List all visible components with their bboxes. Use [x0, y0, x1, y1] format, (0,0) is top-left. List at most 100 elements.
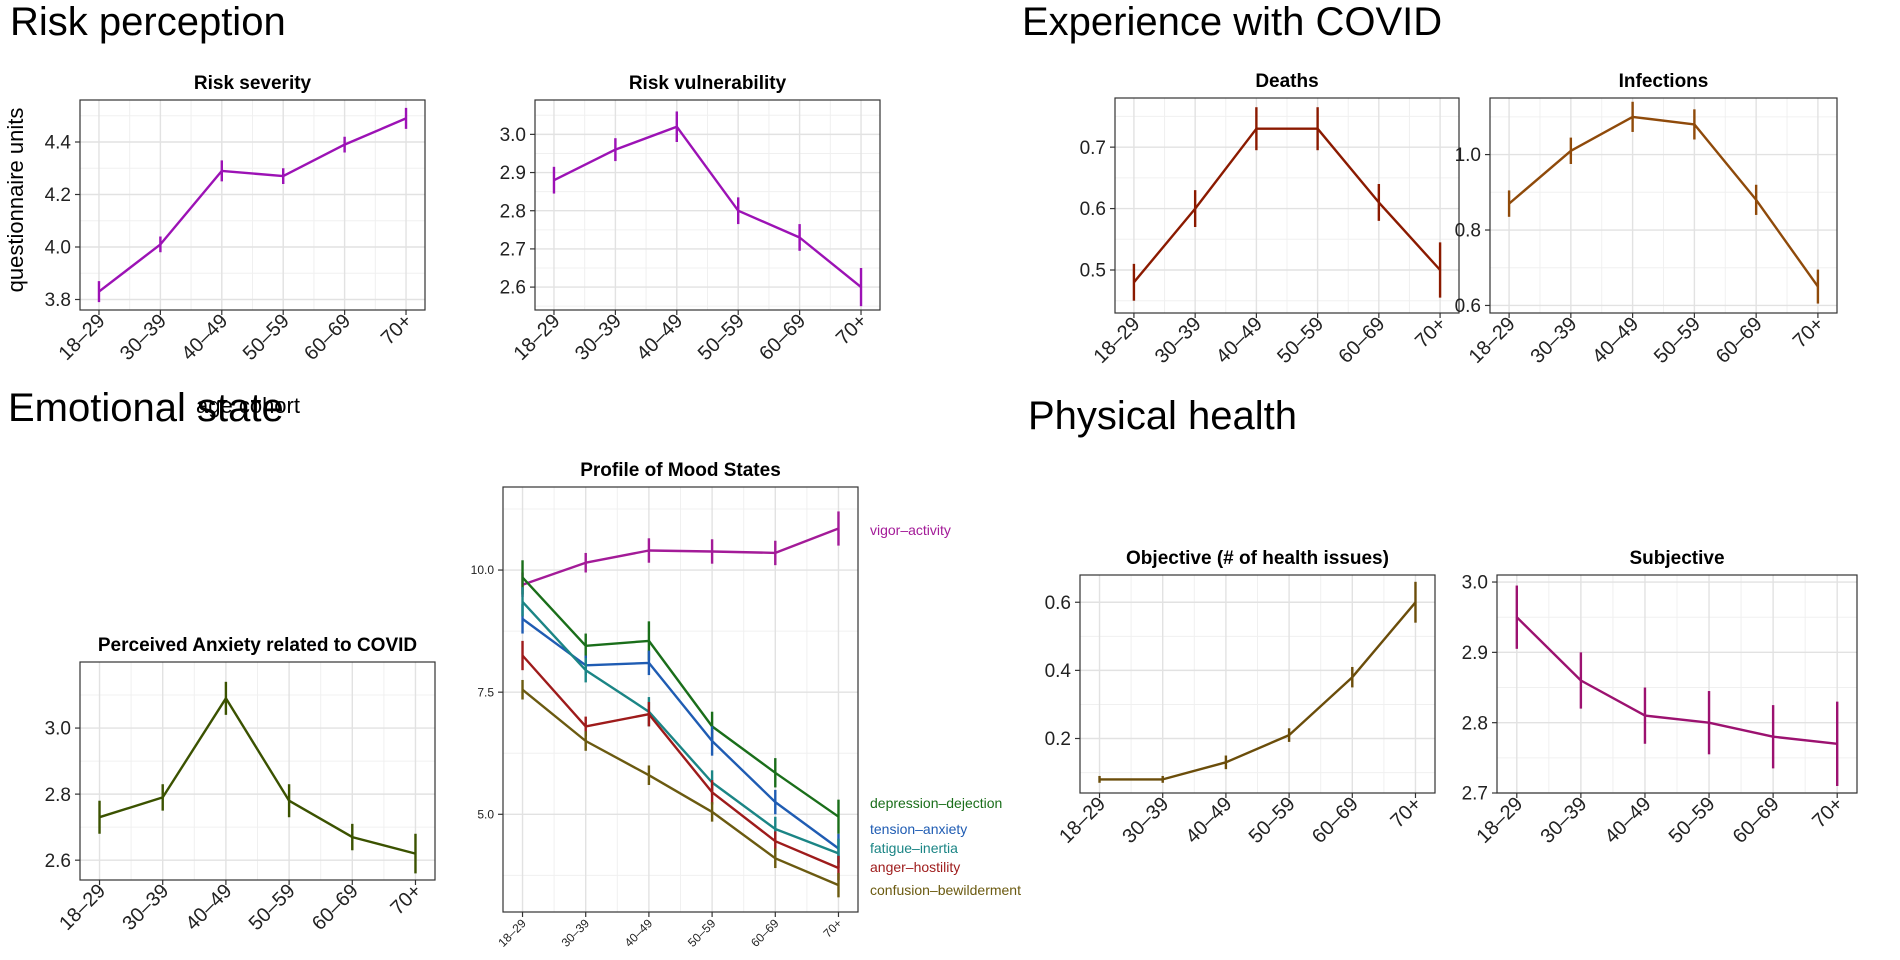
y-tick-label: 0.8: [1455, 221, 1481, 242]
x-tick-label: 30–39: [1151, 313, 1206, 368]
x-tick-label: 18–29: [55, 310, 110, 365]
plot-border: [1079, 574, 1436, 794]
y-tick-label: 2.9: [500, 163, 526, 184]
x-tick-label: 50–59: [685, 916, 719, 950]
x-axis-label: age cohort: [196, 393, 300, 418]
y-tick-label: 2.7: [500, 240, 526, 261]
x-tick-label: 50–59: [694, 310, 749, 365]
section-title-emotional-state: Emotional state: [8, 386, 284, 430]
y-tick-label: 4.2: [45, 185, 71, 206]
plot-border: [502, 486, 859, 913]
chart-risk-vulnerability: Risk vulnerability 2.6 2.7 2.8 2.9 3.0 18–29 30…: [500, 73, 881, 365]
chart-title: Risk vulnerability: [629, 73, 787, 94]
chart-title: Risk severity: [194, 73, 312, 94]
chart-title: Perceived Anxiety related to COVID: [98, 635, 417, 656]
x-tick-label: 40–49: [177, 310, 232, 365]
y-tick-label: 0.7: [1080, 138, 1106, 159]
y-axis-label: questionnaire units: [3, 108, 28, 293]
series-line: [1132, 127, 1441, 284]
y-tick-label: 2.8: [45, 785, 71, 806]
x-tick-label: 50–59: [245, 880, 300, 935]
x-tick-label: 60–69: [308, 880, 363, 935]
series-label: vigor–activity: [870, 522, 951, 538]
section-title-experience-covid: Experience with COVID: [1022, 0, 1443, 44]
chart-anxiety: Perceived Anxiety related to COVID 2.6 2.8…: [45, 635, 436, 935]
x-tick-label: 18–29: [495, 916, 529, 950]
x-tick-label: 50–59: [239, 310, 294, 365]
x-tick-label: 50–59: [1665, 793, 1720, 848]
y-tick-label: 3.0: [1462, 573, 1488, 594]
x-tick-label: 70+: [821, 916, 845, 940]
x-tick-label: 40–49: [622, 916, 656, 950]
chart-infections: Infections 0.6 0.8 1.0 18–29 30–39 40–49 50–59 6…: [1455, 71, 1838, 368]
y-tick-label: 7.5: [477, 685, 494, 699]
x-tick-label: 18–29: [1090, 313, 1145, 368]
series-line: [553, 125, 862, 289]
series-label: anger–hostility: [870, 859, 960, 875]
y-tick-label: 2.9: [1462, 643, 1488, 664]
series-line: [99, 697, 416, 855]
chart-deaths: Deaths 0.5 0.6 0.7 18–29 30–39 40–49 50–59 60–69…: [1080, 71, 1460, 368]
y-tick-label: 5.0: [477, 807, 494, 821]
y-tick-label: 0.6: [1455, 296, 1481, 317]
chart-poms: Profile of Mood States 5.0 7.5 10.0 18–29 30–…: [471, 460, 1021, 950]
series-label: tension–anxiety: [870, 821, 967, 837]
y-tick-label: 3.0: [500, 125, 526, 146]
x-tick-label: 60–69: [300, 310, 355, 365]
plot-border: [79, 99, 426, 311]
y-tick-label: 2.8: [500, 201, 526, 222]
y-tick-label: 0.5: [1080, 261, 1106, 282]
x-tick-label: 70+: [377, 310, 417, 350]
series-line: [1515, 616, 1838, 745]
y-tick-label: 2.6: [500, 278, 526, 299]
chart-title: Infections: [1619, 71, 1709, 92]
x-tick-label: 70+: [1789, 313, 1829, 353]
series-label: depression–dejection: [870, 795, 1002, 811]
x-tick-label: 60–69: [755, 310, 810, 365]
series-line: [521, 600, 839, 855]
x-tick-label: 50–59: [1245, 793, 1300, 848]
x-tick-label: 30–39: [118, 880, 173, 935]
x-tick-label: 70+: [386, 880, 426, 920]
x-tick-label: 70+: [1808, 793, 1848, 833]
plot-border: [1114, 97, 1460, 314]
chart-title: Objective (# of health issues): [1126, 548, 1389, 569]
plot-border: [1496, 574, 1858, 794]
series-line: [1099, 601, 1417, 781]
y-tick-label: 0.4: [1045, 661, 1072, 682]
y-tick-label: 0.6: [1045, 593, 1071, 614]
plot-border: [79, 661, 436, 881]
y-tick-label: 1.0: [1455, 145, 1481, 166]
x-tick-label: 70+: [1411, 313, 1451, 353]
x-tick-label: 30–39: [1118, 793, 1173, 848]
x-tick-label: 40–49: [1588, 313, 1643, 368]
y-tick-label: 2.8: [1462, 713, 1488, 734]
series-line: [98, 117, 407, 293]
x-tick-label: 50–59: [1273, 313, 1328, 368]
series-label: confusion–bewilderment: [870, 882, 1021, 898]
plot-border: [1489, 97, 1838, 314]
x-tick-label: 40–49: [1212, 313, 1267, 368]
section-title-risk-perception: Risk perception: [10, 0, 286, 44]
x-tick-label: 18–29: [1465, 313, 1520, 368]
x-tick-label: 50–59: [1650, 313, 1705, 368]
x-tick-label: 30–39: [1526, 313, 1581, 368]
series-line: [1508, 115, 1819, 288]
x-tick-label: 40–49: [1601, 793, 1656, 848]
x-tick-label: 60–69: [1334, 313, 1389, 368]
x-tick-label: 60–69: [1712, 313, 1767, 368]
x-tick-label: 70+: [1386, 793, 1426, 833]
x-tick-label: 60–69: [748, 916, 782, 950]
y-tick-label: 2.6: [45, 851, 71, 872]
chart-objective: Objective (# of health issues) 0.2 0.4 0.6 1…: [1045, 548, 1436, 848]
y-tick-label: 0.6: [1080, 199, 1106, 220]
x-tick-label: 60–69: [1729, 793, 1784, 848]
x-tick-label: 30–39: [571, 310, 626, 365]
plot-border: [534, 99, 881, 311]
x-tick-label: 40–49: [632, 310, 687, 365]
series-line: [521, 576, 840, 818]
x-tick-label: 18–29: [510, 310, 565, 365]
series-line: [521, 654, 839, 870]
